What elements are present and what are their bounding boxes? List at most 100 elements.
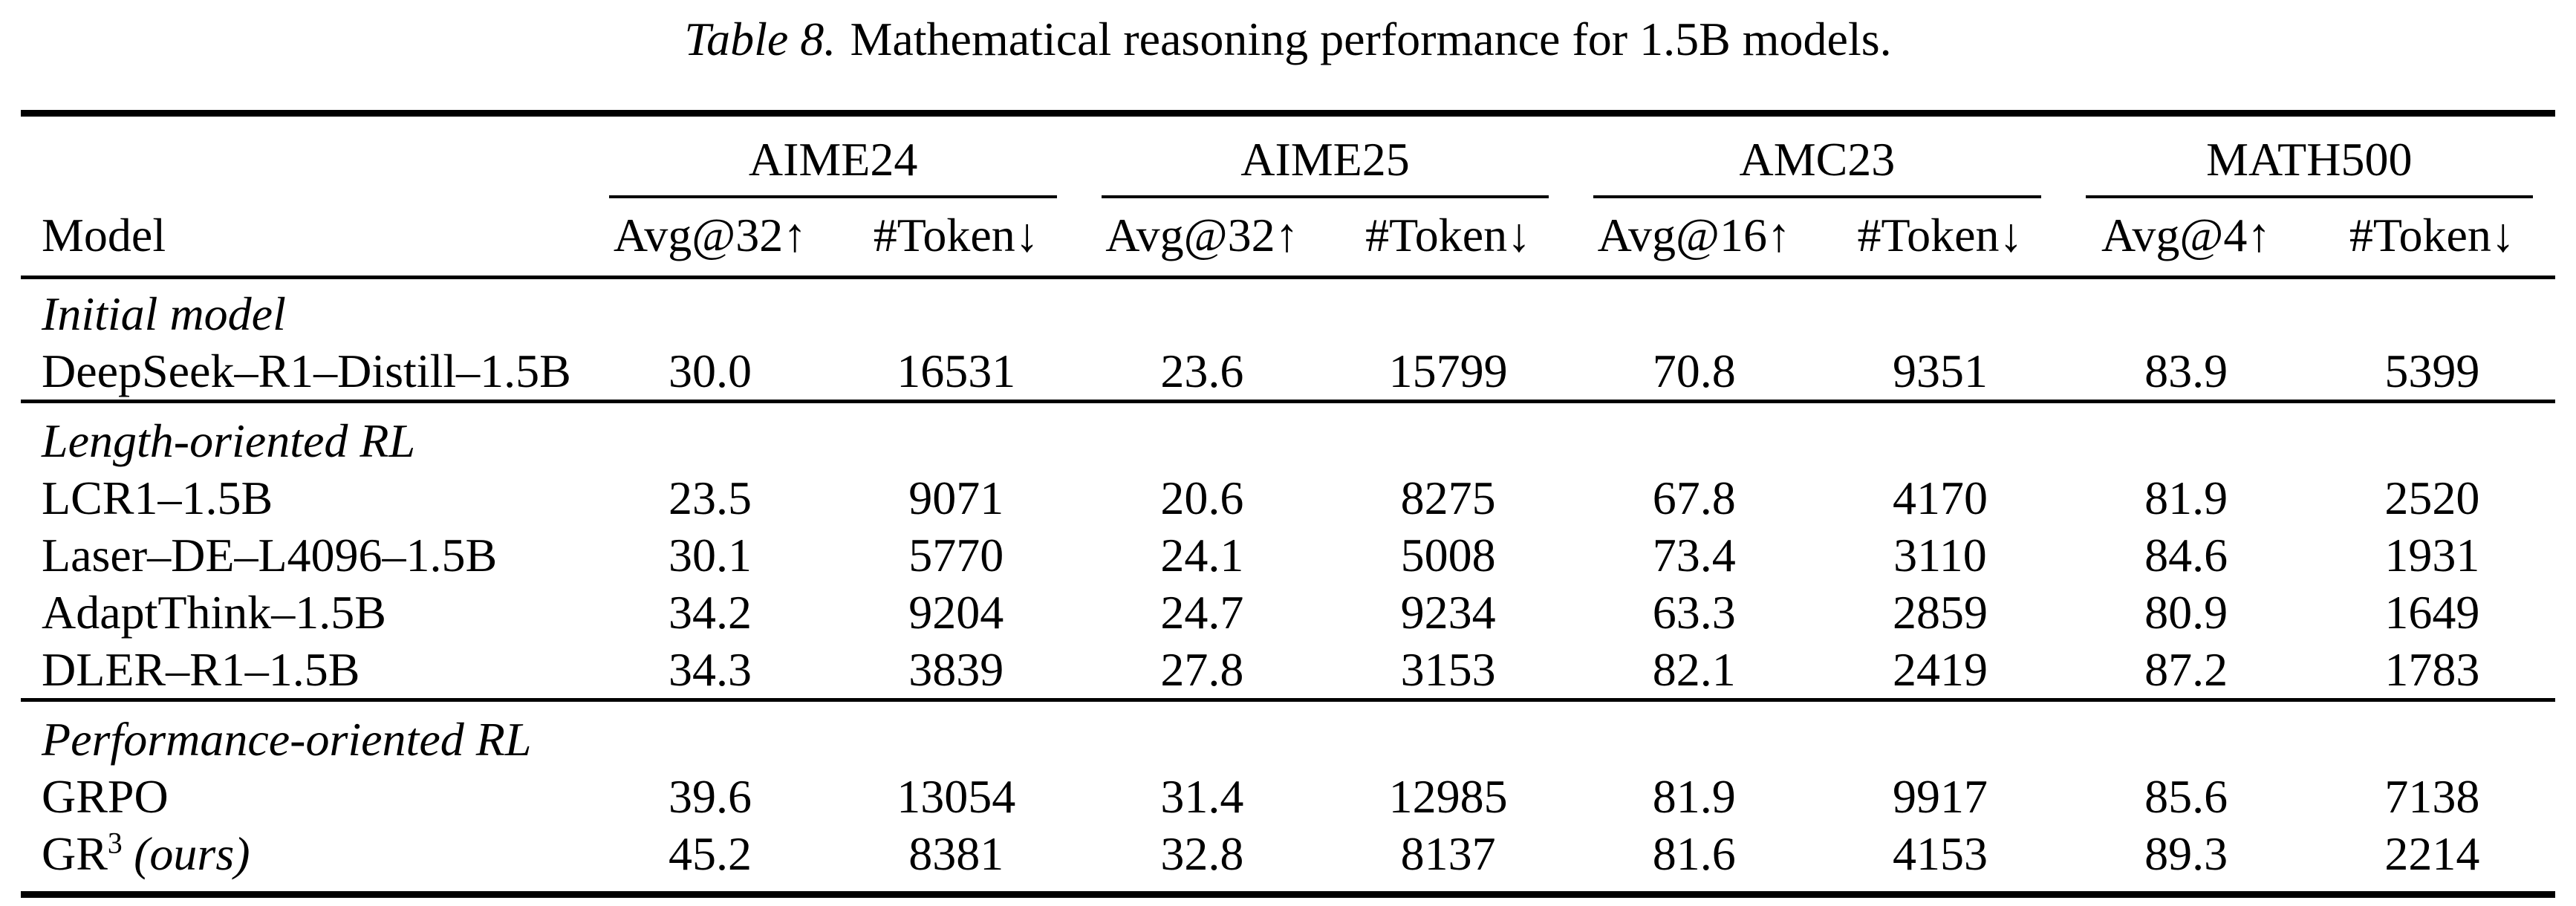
- cell-value: 7138: [2384, 770, 2480, 823]
- cell-value: 34.3: [669, 643, 752, 696]
- group-title-aime24: AIME24: [748, 133, 918, 186]
- cell-value: 24.1: [1160, 529, 1244, 581]
- cell-value: 3153: [1400, 643, 1496, 696]
- cell-value: 9351: [1892, 345, 1988, 397]
- cell-value: 2419: [1892, 643, 1988, 696]
- cell-value: 34.2: [669, 586, 752, 639]
- cell-value: 45.2: [669, 827, 752, 880]
- model-column-header: Model: [42, 209, 166, 261]
- cell-value: 5008: [1400, 529, 1496, 581]
- cell-value: 15799: [1388, 345, 1508, 397]
- cell-value: 39.6: [669, 770, 752, 823]
- col-header-aime24-avg: Avg@32↑: [613, 209, 807, 261]
- cell-value: 89.3: [2144, 827, 2228, 880]
- cell-value: 83.9: [2144, 345, 2228, 397]
- cell-value: 3839: [908, 643, 1004, 696]
- model-name: GR3 (ours): [21, 825, 587, 895]
- model-name: DLER–R1–1.5B: [42, 643, 360, 696]
- table-caption: Table 8. Mathematical reasoning performan…: [0, 0, 2576, 68]
- cell-value: 8381: [908, 827, 1004, 880]
- table-row: DLER–R1–1.5B 34.3 3839 27.8 3153 82.1 24…: [21, 641, 2555, 700]
- cell-value: 1783: [2384, 643, 2480, 696]
- metric-header-row: Model Avg@32↑ #Token↓ Avg@32↑ #Token↓ Av…: [21, 198, 2555, 278]
- cell-value: 32.8: [1160, 827, 1244, 880]
- cell-value: 23.6: [1160, 345, 1244, 397]
- cell-value: 8275: [1400, 472, 1496, 524]
- cell-value: 9071: [908, 472, 1004, 524]
- cell-value: 8137: [1400, 827, 1496, 880]
- section-label: Performance-oriented RL: [21, 698, 2555, 768]
- section-label: Initial model: [42, 287, 286, 340]
- cell-value: 84.6: [2144, 529, 2228, 581]
- col-header-math500-avg: Avg@4↑: [2101, 209, 2271, 261]
- cell-value: 4170: [1892, 472, 1988, 524]
- col-header-aime25-avg: Avg@32↑: [1105, 209, 1299, 261]
- model-name: Laser–DE–L4096–1.5B: [42, 529, 498, 581]
- cell-value: 67.8: [1652, 472, 1736, 524]
- cell-value: 3110: [1893, 529, 1987, 581]
- group-header-aime24: AIME24: [587, 114, 1079, 198]
- table-row: LCR1–1.5B 23.5 9071 20.6 8275 67.8 4170 …: [21, 469, 2555, 527]
- cell-value: 12985: [1388, 770, 1508, 823]
- group-title-aime25: AIME25: [1240, 133, 1410, 186]
- col-header-aime24-token: #Token↓: [873, 209, 1039, 261]
- cell-value: 24.7: [1160, 586, 1244, 639]
- cell-value: 13054: [897, 770, 1016, 823]
- cell-value: 87.2: [2144, 643, 2228, 696]
- cell-value: 85.6: [2144, 770, 2228, 823]
- cell-value: 9917: [1892, 770, 1988, 823]
- model-name: LCR1–1.5B: [42, 472, 273, 524]
- table-row: DeepSeek–R1–Distill–1.5B 30.0 16531 23.6…: [21, 342, 2555, 402]
- group-header-math500: MATH500: [2063, 114, 2555, 198]
- cell-value: 9234: [1400, 586, 1496, 639]
- model-name: GRPO: [42, 770, 169, 823]
- col-header-amc23-token: #Token↓: [1857, 209, 2023, 261]
- model-name-ours-tag: (ours): [134, 827, 250, 880]
- model-name-base: GR: [42, 827, 108, 880]
- results-table: AIME24 AIME25 AMC23 MATH500 Model Avg@32…: [21, 110, 2555, 898]
- cell-value: 4153: [1892, 827, 1988, 880]
- cell-value: 5770: [908, 529, 1004, 581]
- section-label-row: Length-oriented RL: [21, 400, 2555, 469]
- model-name: DeepSeek–R1–Distill–1.5B: [42, 345, 571, 397]
- group-underline-aime25: AIME25: [1101, 133, 1549, 198]
- cell-value: 2859: [1892, 586, 1988, 639]
- cell-value: 5399: [2384, 345, 2480, 397]
- group-header-amc23: AMC23: [1571, 114, 2063, 198]
- group-header-aime25: AIME25: [1079, 114, 1571, 198]
- cell-value: 27.8: [1160, 643, 1244, 696]
- cell-value: 82.1: [1652, 643, 1736, 696]
- section-label-row: Performance-oriented RL: [21, 698, 2555, 768]
- cell-value: 73.4: [1652, 529, 1736, 581]
- group-underline-aime24: AIME24: [609, 133, 1057, 198]
- caption-label: Table 8.: [684, 13, 836, 65]
- cell-value: 81.9: [2144, 472, 2228, 524]
- group-header-row: AIME24 AIME25 AMC23 MATH500: [21, 114, 2555, 199]
- cell-value: 63.3: [1652, 586, 1736, 639]
- model-name: AdaptThink–1.5B: [42, 586, 386, 639]
- cell-value: 23.5: [669, 472, 752, 524]
- table-row: GRPO 39.6 13054 31.4 12985 81.9 9917 85.…: [21, 768, 2555, 825]
- table-row: AdaptThink–1.5B 34.2 9204 24.7 9234 63.3…: [21, 584, 2555, 641]
- cell-value: 31.4: [1160, 770, 1244, 823]
- caption-text: Mathematical reasoning performance for 1…: [850, 13, 1892, 65]
- cell-value: 30.0: [669, 345, 752, 397]
- cell-value: 1931: [2384, 529, 2480, 581]
- cell-value: 2520: [2384, 472, 2480, 524]
- cell-value: 16531: [897, 345, 1016, 397]
- cell-value: 20.6: [1160, 472, 1244, 524]
- cell-value: 70.8: [1652, 345, 1736, 397]
- cell-value: 81.9: [1652, 770, 1736, 823]
- cell-value: 30.1: [669, 529, 752, 581]
- group-underline-math500: MATH500: [2085, 133, 2533, 198]
- cell-value: 1649: [2384, 586, 2480, 639]
- col-header-aime25-token: #Token↓: [1365, 209, 1532, 261]
- group-underline-amc23: AMC23: [1593, 133, 2041, 198]
- model-col-spacer: [21, 114, 587, 199]
- section-label-row: Initial model: [21, 278, 2555, 343]
- section-label: Length-oriented RL: [21, 400, 2555, 469]
- cell-value: 81.6: [1652, 827, 1736, 880]
- group-title-amc23: AMC23: [1739, 133, 1896, 186]
- cell-value: 2214: [2384, 827, 2480, 880]
